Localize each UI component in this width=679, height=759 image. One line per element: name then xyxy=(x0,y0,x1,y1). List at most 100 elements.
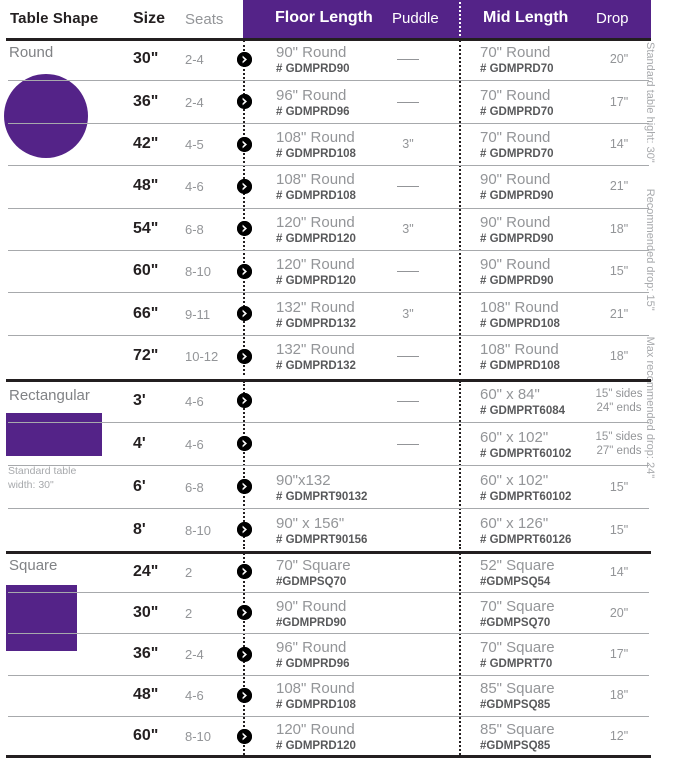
cell-floor-length: 90" Round xyxy=(276,597,347,615)
cell-floor-sku: # GDMPRD90 xyxy=(276,63,350,76)
row-arrow-button[interactable] xyxy=(237,646,252,662)
row-arrow-button[interactable] xyxy=(237,221,252,237)
row-separator xyxy=(8,508,649,509)
cell-puddle-dash xyxy=(397,271,419,272)
header-puddle: Puddle xyxy=(392,10,439,27)
shape-label-square: Square xyxy=(9,557,58,574)
column-divider-dotted-left xyxy=(243,40,245,376)
cell-floor-sku: # GDMPRT90132 xyxy=(276,490,368,503)
shape-swatch-square xyxy=(6,585,77,651)
cell-floor-sku: #GDMPSQ70 xyxy=(276,575,347,588)
cell-seats: 2 xyxy=(185,605,193,621)
cell-size: 48" xyxy=(133,177,159,195)
cell-mid-sku: #GDMPSQ70 xyxy=(480,616,551,629)
row-arrow-button[interactable] xyxy=(237,479,252,494)
row-arrow-button[interactable] xyxy=(237,178,252,194)
column-divider-dotted-right xyxy=(459,553,461,755)
row-arrow-button[interactable] xyxy=(237,605,252,621)
cell-mid-sku: # GDMPRT60102 xyxy=(480,447,572,460)
row-arrow-button[interactable] xyxy=(237,687,252,703)
row-arrow-button[interactable] xyxy=(237,51,252,67)
row-arrow-button[interactable] xyxy=(237,728,252,744)
cell-mid-sku: # GDMPRD70 xyxy=(480,63,554,76)
row-arrow-button[interactable] xyxy=(237,564,252,580)
cell-size: 36" xyxy=(133,645,159,662)
cell-drop-line2: 24" ends xyxy=(596,401,642,414)
cell-puddle: 3" xyxy=(402,306,414,321)
cell-mid-sku: # GDMPRD108 xyxy=(480,317,560,330)
cell-size: 3' xyxy=(133,391,146,409)
cell-mid-length: 85" Square xyxy=(480,680,555,698)
cell-floor-sku: # GDMPRD108 xyxy=(276,190,356,203)
cell-drop: 18" xyxy=(609,349,629,363)
cell-mid-sku: # GDMPRD70 xyxy=(480,105,554,118)
cell-puddle-dash xyxy=(397,444,419,445)
cell-mid-length: 90" Round xyxy=(480,256,551,274)
cell-drop-line1: 15" sides xyxy=(595,430,643,443)
cell-seats: 6-8 xyxy=(185,479,204,495)
cell-size: 54" xyxy=(133,219,159,237)
cell-drop: 17" xyxy=(609,94,629,109)
row-arrow-button[interactable] xyxy=(237,393,252,408)
cell-seats: 8-10 xyxy=(185,264,212,280)
row-separator xyxy=(8,123,649,124)
cell-mid-length: 60" x 84" xyxy=(480,385,540,403)
cell-floor-sku: #GDMPRD90 xyxy=(276,616,347,629)
row-separator xyxy=(8,422,649,423)
cell-mid-sku: # GDMPRD90 xyxy=(480,190,554,203)
cell-drop: 12" xyxy=(609,729,629,744)
row-separator xyxy=(8,292,649,293)
cell-mid-length: 70" Square xyxy=(480,639,555,656)
cell-seats: 10-12 xyxy=(185,349,219,364)
cell-mid-length: 85" Square xyxy=(480,721,555,739)
cell-mid-sku: #GDMPSQ85 xyxy=(480,740,551,753)
cell-size: 42" xyxy=(133,135,159,152)
cell-size: 48" xyxy=(133,686,159,704)
shape-swatch-rectangle xyxy=(6,413,102,456)
cell-floor-sku: # GDMPRD96 xyxy=(276,658,350,670)
row-arrow-button[interactable] xyxy=(237,436,252,451)
cell-mid-length: 60" x 126" xyxy=(480,514,549,532)
cell-floor-sku: # GDMPRD132 xyxy=(276,360,356,372)
cell-size: 60" xyxy=(133,262,159,280)
table-bottom-rule xyxy=(6,755,651,758)
section-top-rule xyxy=(6,38,651,41)
row-separator xyxy=(8,165,649,166)
cell-floor-sku: # GDMPRT90156 xyxy=(276,533,368,546)
cell-mid-sku: # GDMPRT60126 xyxy=(480,533,572,546)
row-separator xyxy=(8,633,649,634)
row-arrow-button[interactable] xyxy=(237,136,252,152)
cell-floor-length: 90" Round xyxy=(276,44,347,62)
cell-floor-length: 108" Round xyxy=(276,129,355,146)
cell-mid-sku: # GDMPRT70 xyxy=(480,658,553,670)
cell-drop: 14" xyxy=(609,137,629,151)
cell-seats: 4-5 xyxy=(185,137,204,152)
row-arrow-button[interactable] xyxy=(237,94,252,110)
cell-floor-length: 96" Round xyxy=(276,639,347,656)
section-top-rule xyxy=(6,379,651,382)
cell-drop: 15" xyxy=(609,522,629,537)
row-arrow-button[interactable] xyxy=(237,263,252,279)
cell-puddle-dash xyxy=(397,356,419,357)
cell-size: 6' xyxy=(133,477,146,495)
cell-puddle: 3" xyxy=(402,137,414,151)
cell-puddle-dash xyxy=(397,186,419,187)
cell-mid-length: 108" Round xyxy=(480,298,559,316)
cell-floor-sku: # GDMPRD108 xyxy=(276,148,356,160)
cell-drop: 21" xyxy=(609,179,629,194)
cell-seats: 4-6 xyxy=(185,688,204,704)
row-arrow-button[interactable] xyxy=(237,306,252,322)
cell-size: 30" xyxy=(133,603,159,621)
cell-floor-length: 132" Round xyxy=(276,341,355,358)
cell-floor-length: 120" Round xyxy=(276,256,355,274)
header-size: Size xyxy=(133,10,166,27)
cell-seats: 4-6 xyxy=(185,436,204,452)
row-arrow-button[interactable] xyxy=(237,348,252,364)
row-arrow-button[interactable] xyxy=(237,522,252,537)
cell-seats: 4-6 xyxy=(185,393,204,409)
column-divider-dotted-right xyxy=(459,40,461,376)
cell-floor-length: 120" Round xyxy=(276,721,355,739)
cell-puddle: 3" xyxy=(402,221,414,236)
cell-mid-length: 70" Round xyxy=(480,44,551,62)
